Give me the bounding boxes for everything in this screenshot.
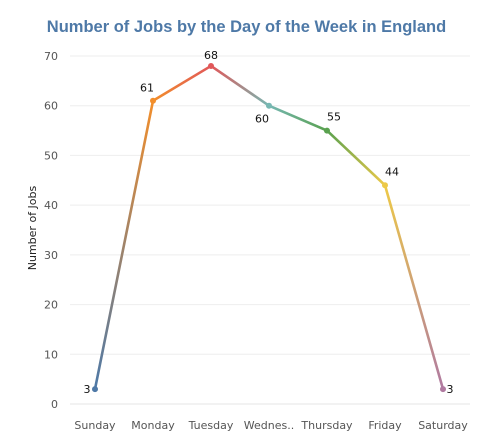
x-tick-label: Sunday	[74, 419, 116, 432]
data-label: 3	[447, 383, 454, 396]
line-segment	[325, 129, 387, 187]
data-label: 61	[140, 82, 154, 95]
line-segment	[93, 99, 155, 391]
line-segment	[267, 104, 329, 132]
y-tick-label: 40	[44, 199, 58, 212]
data-label: 3	[84, 383, 91, 396]
line-segment	[383, 183, 445, 391]
grid-lines	[70, 55, 470, 405]
data-labels: 3 61 68 60 55 44 3	[84, 49, 454, 396]
chart-title: Number of Jobs by the Day of the Week in…	[46, 18, 447, 36]
y-tick-label: 20	[44, 299, 58, 312]
y-tick-label: 50	[44, 149, 58, 162]
x-tick-label: Monday	[131, 419, 175, 432]
x-axis-ticks: Sunday Monday Tuesday Wednes.. Thursday Frida…	[74, 419, 468, 432]
x-tick-label: Saturday	[418, 419, 468, 432]
data-point[interactable]	[266, 102, 272, 109]
y-axis-title: Number of Jobs	[26, 186, 39, 271]
y-tick-label: 30	[44, 249, 58, 262]
y-axis-ticks: 0 10 20 30 40 50 60 70	[44, 50, 58, 411]
data-point[interactable]	[382, 182, 388, 189]
data-label: 68	[204, 49, 218, 62]
x-tick-label: Thursday	[300, 419, 353, 432]
data-label: 44	[385, 165, 399, 178]
line-segment	[209, 64, 271, 108]
y-tick-label: 60	[44, 100, 58, 113]
data-point[interactable]	[92, 386, 98, 393]
y-tick-label: 0	[51, 398, 58, 411]
data-label: 55	[327, 111, 341, 124]
y-tick-label: 70	[44, 50, 58, 63]
data-point[interactable]	[150, 97, 156, 104]
data-point[interactable]	[208, 62, 214, 69]
data-point[interactable]	[324, 127, 330, 134]
x-tick-label: Friday	[368, 419, 402, 432]
data-point[interactable]	[440, 386, 446, 393]
series-line	[93, 64, 445, 391]
y-tick-label: 10	[44, 348, 58, 361]
data-points	[92, 62, 446, 393]
data-label: 60	[255, 113, 269, 126]
x-tick-label: Wednes..	[244, 419, 294, 432]
line-segment	[151, 64, 213, 103]
x-tick-label: Tuesday	[188, 419, 234, 432]
